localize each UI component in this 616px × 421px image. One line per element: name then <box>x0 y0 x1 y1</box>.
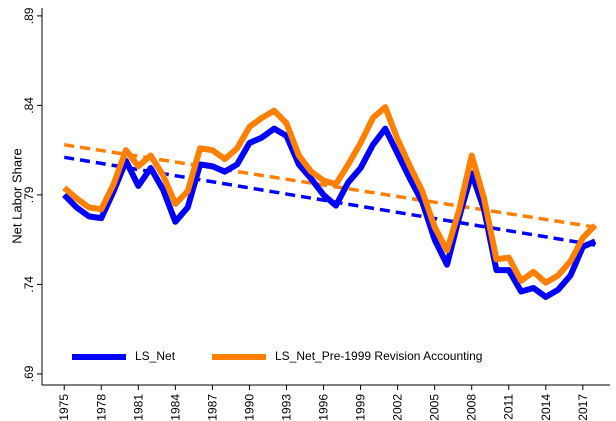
x-tick-label: 1975 <box>57 394 71 421</box>
x-tick-label: 1981 <box>131 394 145 421</box>
x-tick-label: 1993 <box>279 394 293 421</box>
y-tick-label: .74 <box>22 276 36 293</box>
series-line <box>62 125 597 300</box>
x-tick-label: 2014 <box>539 394 553 421</box>
y-axis-title: Net Labor Share <box>9 148 24 243</box>
x-tick-label: 2017 <box>576 394 590 421</box>
y-tick-label: .84 <box>22 97 36 114</box>
series-line <box>62 104 598 286</box>
x-tick-label: 1978 <box>94 394 108 421</box>
y-tick-label: .89 <box>22 7 36 24</box>
x-tick-label: 1999 <box>354 394 368 421</box>
x-tick-label: 2005 <box>428 394 442 421</box>
x-tick-label: 1987 <box>205 394 219 421</box>
legend-label: LS_Net_Pre-1999 Revision Accounting <box>275 349 482 363</box>
y-tick-label: .69 <box>22 365 36 382</box>
x-tick-label: 2008 <box>465 394 479 421</box>
fit-line <box>63 143 596 229</box>
legend-label: LS_Net <box>135 349 176 363</box>
x-tick-label: 1996 <box>317 394 331 421</box>
x-tick-label: 2002 <box>391 394 405 421</box>
y-tick-label: .79 <box>22 186 36 203</box>
x-tick-label: 1990 <box>242 394 256 421</box>
x-tick-label: 1984 <box>168 394 182 421</box>
x-tick-label: 2011 <box>502 394 516 420</box>
